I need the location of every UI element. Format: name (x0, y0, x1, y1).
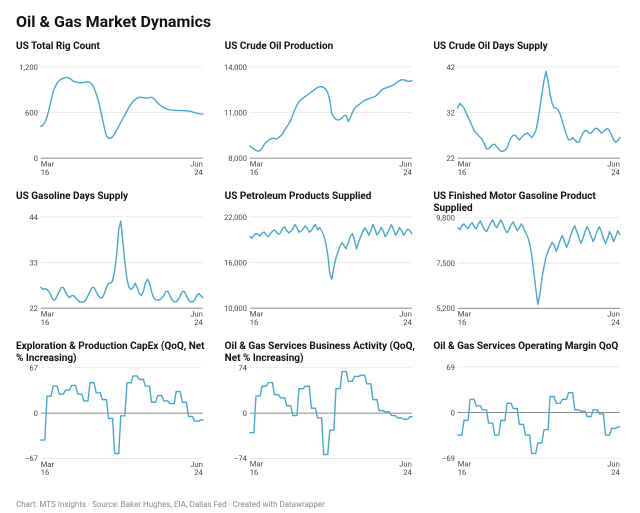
chart-panel: Exploration & Production CapEx (QoQ, Net… (16, 341, 207, 479)
chart-title: US Finished Motor Gasoline Product Suppl… (433, 191, 624, 214)
chart-plot: −69069Mar16Jun24 (433, 365, 624, 479)
svg-text:24: 24 (612, 468, 621, 477)
svg-text:22: 22 (447, 154, 456, 163)
svg-text:16: 16 (41, 168, 50, 177)
chart-grid: US Total Rig Count06001,200Mar16Jun24US … (16, 41, 624, 479)
svg-text:42: 42 (447, 63, 456, 72)
svg-text:16: 16 (41, 318, 50, 327)
svg-text:0: 0 (451, 408, 455, 417)
svg-text:16: 16 (458, 468, 467, 477)
chart-plot: −67067Mar16Jun24 (16, 366, 207, 479)
svg-text:69: 69 (447, 363, 456, 372)
page-title: Oil & Gas Market Dynamics (16, 12, 624, 31)
chart-panel: US Total Rig Count06001,200Mar16Jun24 (16, 41, 207, 179)
svg-text:16: 16 (249, 168, 258, 177)
chart-panel: US Crude Oil Production 8,000 11,000 14,000… (225, 41, 416, 179)
chart-panel: US Petroleum Products Supplied 10,000 16,0… (225, 191, 416, 329)
svg-text:16: 16 (249, 468, 258, 477)
svg-text:24: 24 (403, 318, 412, 327)
chart-title: US Total Rig Count (16, 41, 207, 63)
svg-text:9,800: 9,800 (437, 214, 456, 223)
chart-title: Oil & Gas Services Business Activity (Qo… (225, 341, 416, 364)
svg-text:24: 24 (403, 168, 412, 177)
chart-title: US Gasoline Days Supply (16, 191, 207, 213)
svg-text:22: 22 (29, 304, 38, 313)
chart-title: Exploration & Production CapEx (QoQ, Net… (16, 341, 207, 364)
chart-title: US Crude Oil Production (225, 41, 416, 63)
svg-text:8,000: 8,000 (228, 154, 247, 163)
chart-plot: 223344Mar16Jun24 (16, 215, 207, 329)
svg-text:0: 0 (34, 409, 38, 418)
svg-text:22,000: 22,000 (224, 213, 247, 222)
chart-panel: Oil & Gas Services Operating Margin QoQ −… (433, 341, 624, 479)
svg-text:0: 0 (34, 154, 38, 163)
svg-text:24: 24 (194, 168, 203, 177)
svg-text:16: 16 (458, 168, 467, 177)
svg-text:−74: −74 (234, 454, 248, 463)
svg-text:24: 24 (403, 468, 412, 477)
chart-panel: US Finished Motor Gasoline Product Suppl… (433, 191, 624, 329)
svg-text:11,000: 11,000 (224, 108, 247, 117)
svg-text:0: 0 (242, 409, 246, 418)
svg-text:14,000: 14,000 (224, 63, 247, 72)
chart-panel: US Crude Oil Days Supply223242Mar16Jun24 (433, 41, 624, 179)
svg-text:44: 44 (29, 213, 38, 222)
svg-text:1,200: 1,200 (19, 63, 38, 72)
svg-text:24: 24 (612, 318, 621, 327)
chart-title: Oil & Gas Services Operating Margin QoQ (433, 341, 624, 363)
svg-text:33: 33 (29, 258, 38, 267)
chart-panel: Oil & Gas Services Business Activity (Qo… (225, 341, 416, 479)
svg-text:600: 600 (25, 108, 38, 117)
svg-text:67: 67 (29, 364, 38, 373)
chart-plot: 10,00016,00022,000Mar16Jun24 (225, 215, 416, 329)
chart-plot: 5,2007,5009,800Mar16Jun24 (433, 216, 624, 329)
svg-text:16: 16 (249, 318, 258, 327)
svg-text:16,000: 16,000 (224, 258, 247, 267)
svg-text:24: 24 (194, 468, 203, 477)
svg-text:7,500: 7,500 (437, 259, 456, 268)
svg-text:16: 16 (41, 468, 50, 477)
chart-plot: −74074Mar16Jun24 (225, 366, 416, 479)
svg-text:24: 24 (194, 318, 203, 327)
chart-plot: 8,00011,00014,000Mar16Jun24 (225, 65, 416, 179)
svg-text:−67: −67 (25, 454, 38, 463)
svg-text:24: 24 (612, 168, 621, 177)
svg-text:5,200: 5,200 (437, 304, 456, 313)
svg-text:74: 74 (238, 364, 247, 373)
chart-plot: 06001,200Mar16Jun24 (16, 65, 207, 179)
svg-text:10,000: 10,000 (224, 304, 247, 313)
svg-text:−69: −69 (442, 454, 455, 463)
chart-title: US Petroleum Products Supplied (225, 191, 416, 213)
chart-footer: Chart: MTS Insights · Source: Baker Hugh… (16, 500, 325, 509)
chart-plot: 223242Mar16Jun24 (433, 65, 624, 179)
svg-text:16: 16 (458, 318, 467, 327)
chart-title: US Crude Oil Days Supply (433, 41, 624, 63)
chart-panel: US Gasoline Days Supply223344Mar16Jun24 (16, 191, 207, 329)
svg-text:32: 32 (447, 108, 456, 117)
